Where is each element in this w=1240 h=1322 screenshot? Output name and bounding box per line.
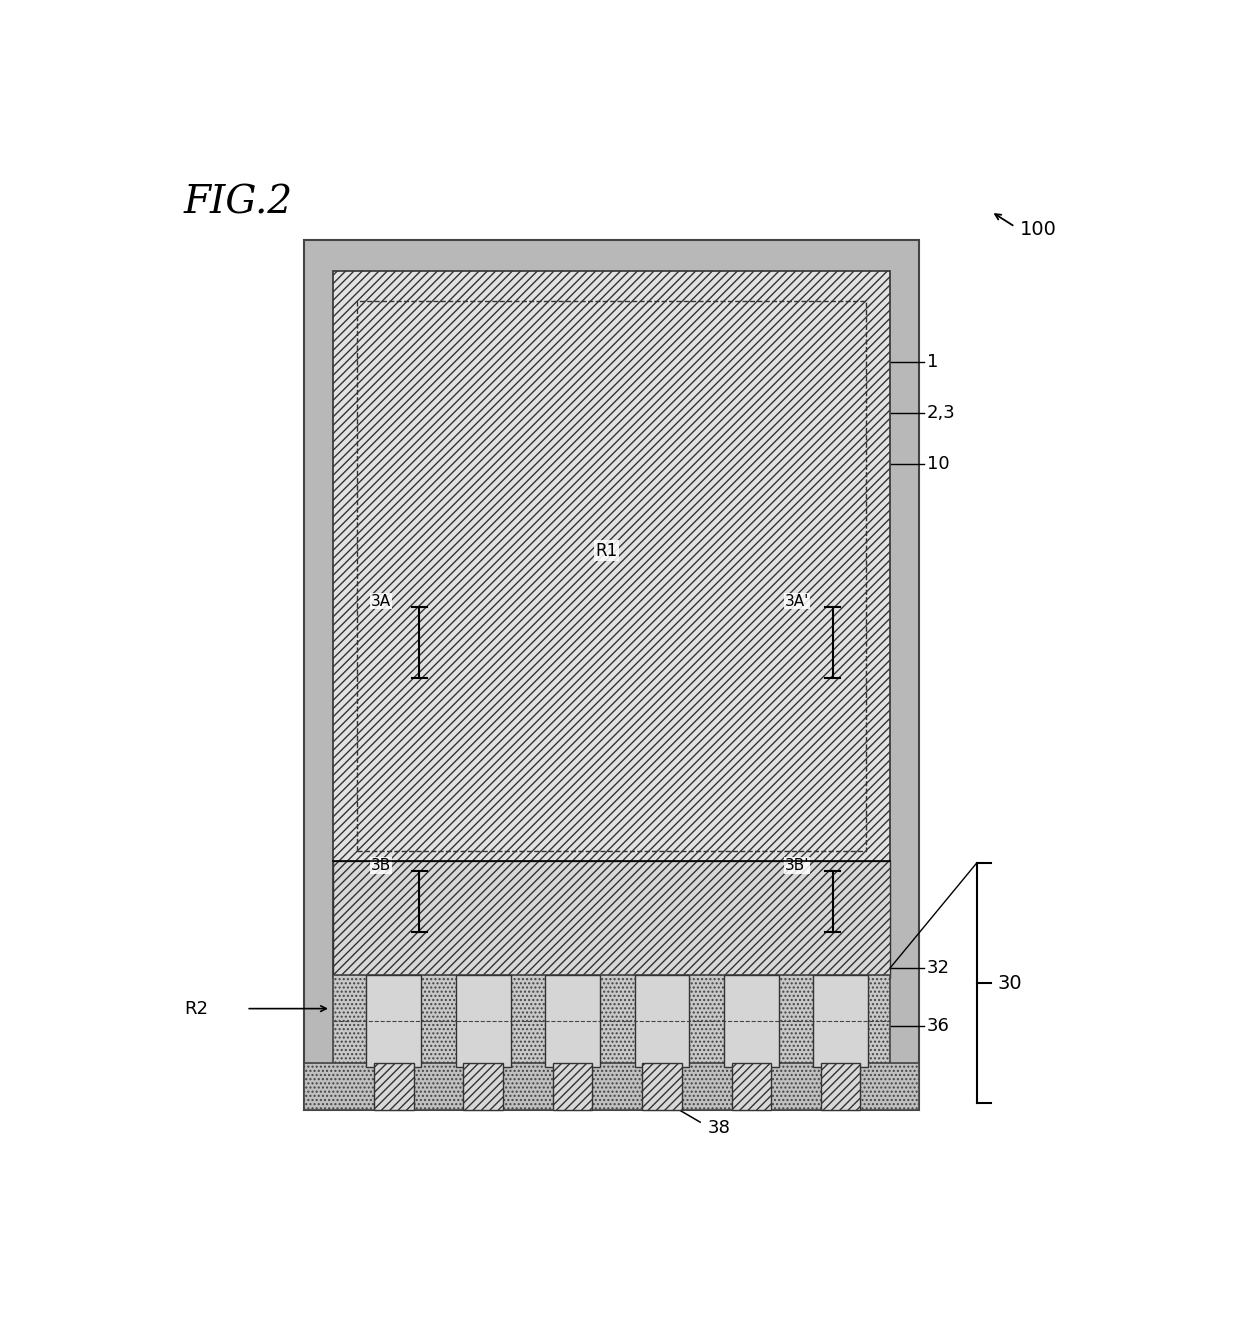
Bar: [724, 976, 779, 1067]
Bar: [553, 1063, 593, 1110]
Text: 2,3: 2,3: [926, 405, 956, 422]
Bar: [304, 241, 919, 1110]
Bar: [546, 976, 600, 1067]
Text: FIG.2: FIG.2: [184, 184, 293, 221]
Bar: [635, 976, 689, 1067]
Text: 1: 1: [926, 353, 937, 371]
Text: 3A': 3A': [785, 594, 808, 608]
Bar: [374, 1063, 413, 1110]
Bar: [642, 1063, 682, 1110]
Text: 3A: 3A: [371, 594, 392, 608]
Bar: [813, 976, 868, 1067]
Text: 3C': 3C': [847, 1023, 872, 1039]
Text: 30: 30: [998, 974, 1023, 993]
Text: R1: R1: [595, 542, 618, 559]
Bar: [456, 976, 511, 1067]
Bar: [464, 1063, 503, 1110]
Bar: [332, 976, 890, 1067]
Text: 100: 100: [1019, 221, 1056, 239]
Text: R2: R2: [184, 999, 208, 1018]
Text: 3B: 3B: [371, 858, 392, 874]
Text: 36: 36: [926, 1017, 950, 1035]
Bar: [357, 301, 867, 851]
Text: 10: 10: [926, 455, 950, 473]
Text: 38: 38: [708, 1118, 730, 1137]
Bar: [367, 976, 422, 1067]
Bar: [332, 861, 890, 978]
Text: 32: 32: [926, 958, 950, 977]
Bar: [304, 1063, 919, 1110]
Text: 3B': 3B': [785, 858, 808, 874]
Bar: [732, 1063, 771, 1110]
Bar: [332, 271, 890, 978]
Text: 3C: 3C: [335, 1023, 355, 1039]
Bar: [821, 1063, 861, 1110]
